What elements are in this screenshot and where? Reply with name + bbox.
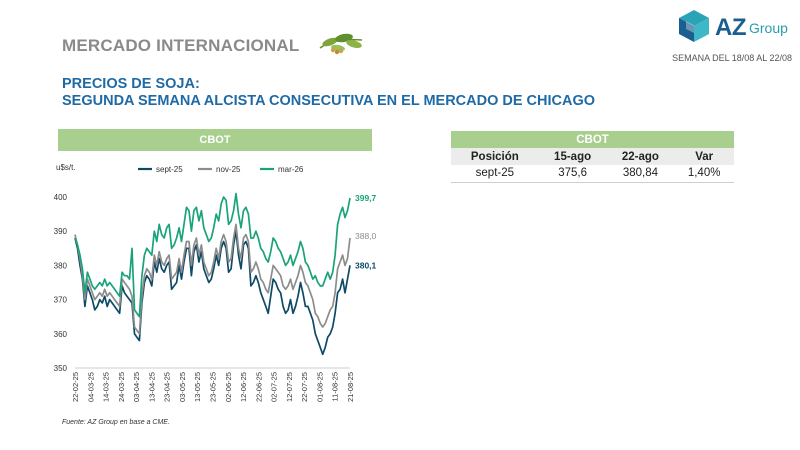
- legend-label-mar-26: mar-26: [278, 165, 304, 174]
- col-22-ago: 22-ago: [621, 150, 659, 163]
- soybean-plant-icon: [319, 33, 363, 55]
- cbot-table: CBOT Posición 15-ago 22-ago Var sept-25 …: [451, 131, 734, 183]
- x-tick-label: 13-04-25: [147, 372, 156, 402]
- price-line-chart: u$s/t. 350 360 370 380 390 400 22-02-25 04-03-25…: [54, 163, 377, 402]
- headline-line-2: SEGUNDA SEMANA ALCISTA CONSECUTIVA EN EL…: [62, 93, 596, 109]
- col-var: Var: [695, 150, 714, 163]
- x-tick-label: 23-04-25: [163, 372, 172, 402]
- cell-22-ago: 380,84: [606, 165, 675, 183]
- x-tick-label: 22-07-25: [300, 372, 309, 402]
- week-range: SEMANA DEL 18/08 AL 22/08: [672, 53, 792, 63]
- section-title: MERCADO INTERNACIONAL: [62, 36, 300, 55]
- series-line-mar-26: [74, 192, 351, 318]
- x-tick-label: 12-06-25: [239, 372, 248, 402]
- x-tick-label: 13-05-25: [193, 372, 202, 402]
- x-tick-label: 22-06-25: [254, 372, 263, 402]
- cell-posicion: sept-25: [451, 165, 539, 183]
- y-tick-label: 400: [54, 193, 68, 202]
- x-tick-label: 12-07-25: [285, 372, 294, 402]
- logo-suffix: Group: [749, 20, 788, 36]
- az-group-logo: AZ Group: [677, 8, 788, 48]
- series-line-nov-25: [74, 223, 351, 335]
- x-tick-label: 03-05-25: [178, 372, 187, 402]
- headline: PRECIOS DE SOJA: SEGUNDA SEMANA ALCISTA …: [62, 76, 595, 110]
- legend-label-nov-25: nov-25: [216, 165, 241, 174]
- x-tick-label: 04-03-25: [86, 372, 95, 402]
- x-tick-label: 21-08-25: [346, 372, 355, 402]
- x-tick-label: 03-04-25: [132, 372, 141, 402]
- x-tick-label: 01-08-25: [315, 372, 324, 402]
- y-tick-label: 390: [54, 227, 68, 236]
- source-note: Fuente: AZ Group en base a CME.: [62, 419, 170, 426]
- x-tick-label: 23-05-25: [209, 372, 218, 402]
- y-tick-label: 370: [54, 296, 68, 305]
- y-tick-label: 360: [54, 330, 68, 339]
- cell-15-ago: 375,6: [538, 165, 607, 183]
- table-header: CBOT: [576, 133, 609, 146]
- headline-line-1: PRECIOS DE SOJA:: [62, 76, 200, 92]
- x-tick-label: 22-02-25: [71, 372, 80, 402]
- end-label-nov-25: 388,0: [355, 231, 377, 241]
- x-tick-label: 02-07-25: [270, 372, 279, 402]
- cube-logo-icon: [679, 10, 709, 42]
- chart-header: CBOT: [58, 129, 372, 151]
- end-label-mar-26: 399,7: [355, 193, 377, 203]
- x-tick-label: 24-03-25: [117, 372, 126, 402]
- table-row: sept-25 375,6 380,84 1,40%: [451, 165, 734, 183]
- x-tick-label: 11-08-25: [331, 372, 340, 401]
- col-posicion: Posición: [470, 150, 519, 163]
- legend-label-sept-25: sept-25: [156, 165, 183, 174]
- y-tick-label: 350: [54, 364, 68, 373]
- y-tick-label: 380: [54, 261, 68, 270]
- cell-var: 1,40%: [674, 165, 734, 183]
- col-15-ago: 15-ago: [554, 150, 592, 163]
- x-tick-label: 02-06-25: [224, 372, 233, 402]
- y-axis-label: u$s/t.: [56, 163, 76, 172]
- end-label-sept-25: 380,1: [355, 260, 377, 270]
- logo-text: AZ: [715, 14, 747, 41]
- x-tick-label: 14-03-25: [102, 372, 111, 402]
